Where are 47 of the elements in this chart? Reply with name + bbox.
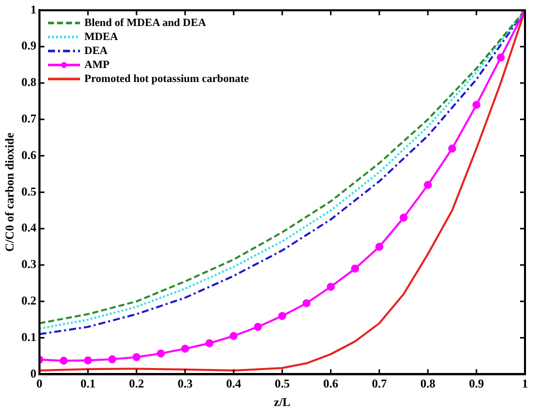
y-tick-label: 0.1 [21,330,36,344]
point [181,344,190,353]
x-tick-label: 0.9 [468,376,484,390]
point [132,353,141,362]
legend-label: Promoted hot potassium carbonate [84,72,249,86]
point [424,180,432,189]
point [108,355,116,364]
x-tick-label: 0.5 [274,376,290,390]
legend-label: Blend of MDEA and DEA [84,16,206,30]
x-tick-label: 0.2 [129,376,144,390]
point [254,322,262,331]
point [84,356,92,364]
x-tick-label: 0.7 [372,376,387,390]
y-tick-label: 0.3 [21,257,36,272]
point [60,356,68,365]
point [230,332,238,340]
point [205,339,214,348]
point [351,264,360,273]
point [302,299,310,308]
x-tick-label: 0.4 [226,376,242,390]
point [326,282,335,291]
x-tick-label: 0.6 [323,376,338,390]
legend-label: AMP [84,58,110,72]
point [448,144,456,153]
x-tick-label: 0.8 [420,376,436,390]
y-tick-label: 0.8 [21,75,36,90]
point [472,100,480,109]
x-tick-label: 0.1 [80,376,96,390]
legend-label: MDEA [84,30,118,44]
point [400,214,408,222]
y-tick-label: 1 [30,2,36,16]
x-tick-label: 0.3 [178,376,193,390]
y-tick-label: 0.2 [21,293,36,308]
legend-label: DEA [84,44,108,58]
y-tick-label: 0.9 [21,38,36,53]
x-axis-title: z/L [274,394,291,409]
y-axis-title: C/C0 of carbon dioxide [2,132,16,252]
y-tick-label: 0 [30,366,36,380]
y-tick-label: 0.4 [21,220,36,235]
point [156,349,165,358]
point [375,242,384,251]
point [496,54,505,62]
y-tick-label: 0.6 [21,148,36,162]
y-tick-label: 0.5 [21,184,36,198]
point [278,312,286,320]
y-tick-label: 0.7 [21,111,36,126]
x-tick-label: 1 [522,376,528,390]
